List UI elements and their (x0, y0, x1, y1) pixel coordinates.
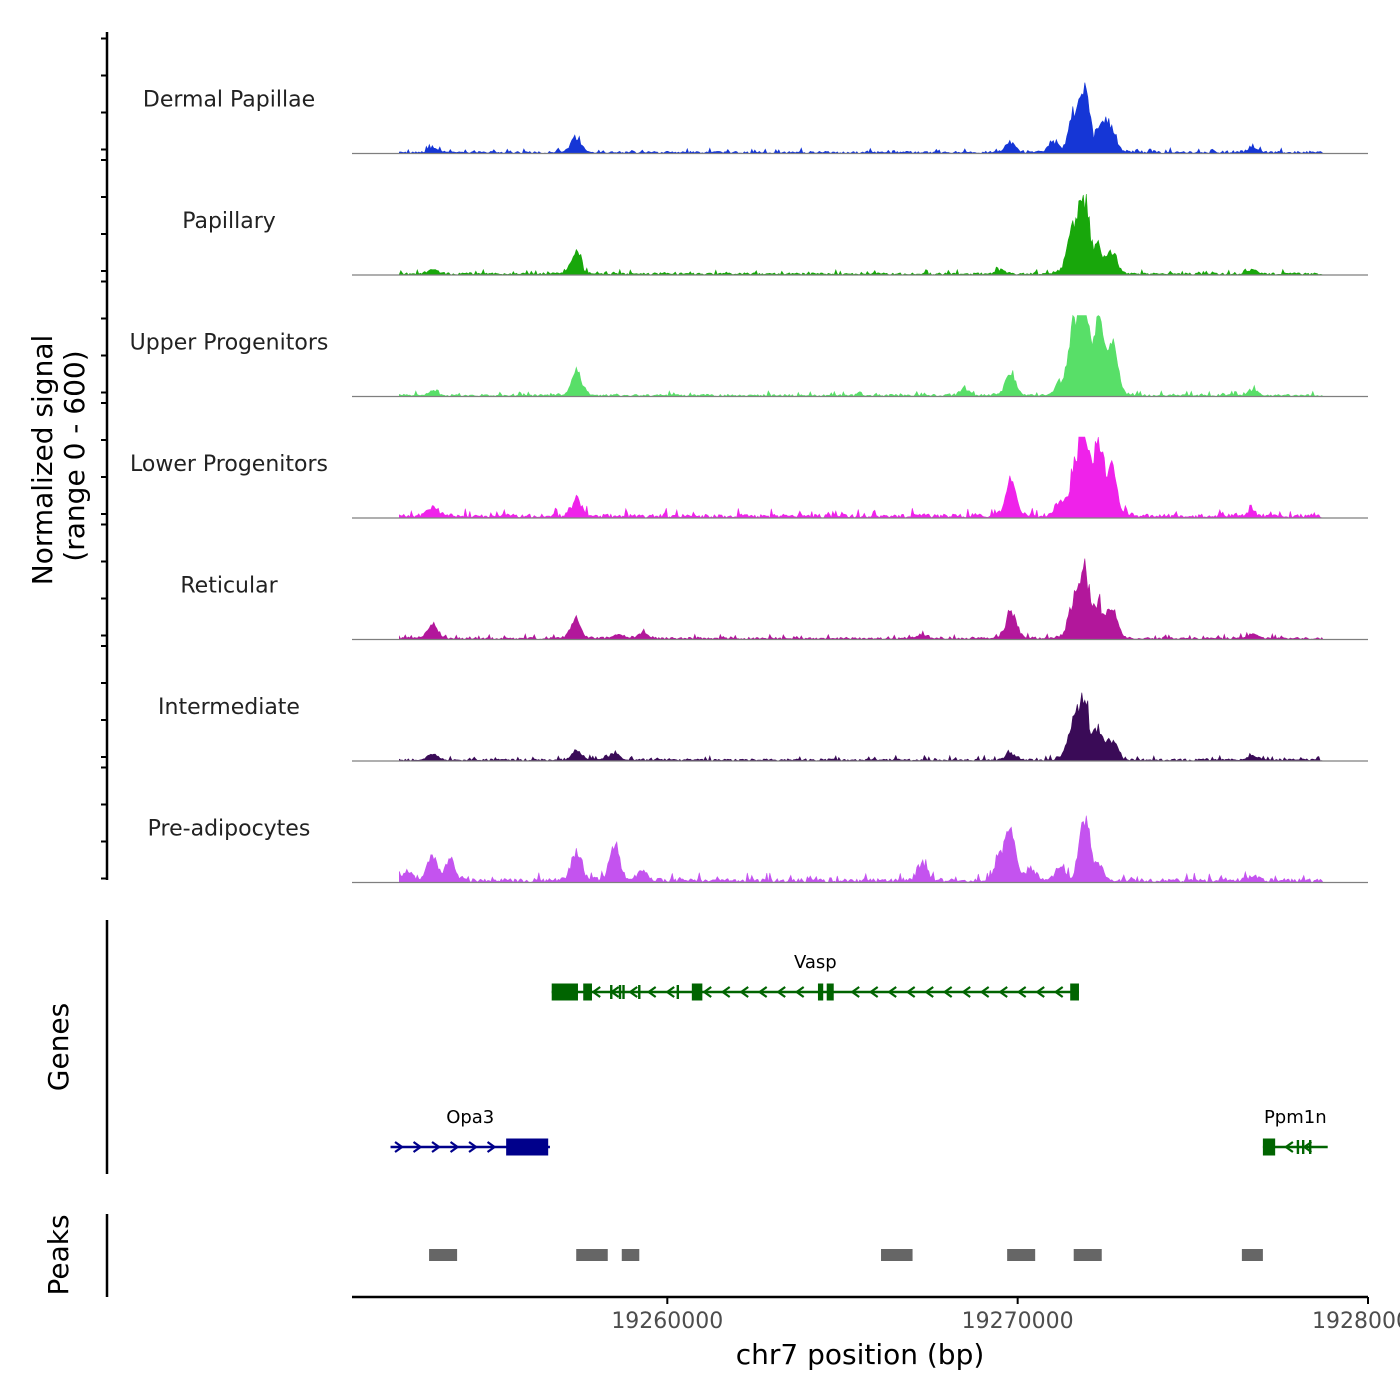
strand-arrow (1053, 986, 1064, 998)
coverage-track: Intermediate (158, 692, 1368, 762)
gene-exon-small (676, 985, 680, 999)
peak-region (1073, 1249, 1102, 1261)
strand-arrow (449, 1141, 460, 1153)
gene-exon (691, 983, 703, 1001)
peak-region (429, 1249, 458, 1261)
strand-arrow (646, 986, 657, 998)
track-label: Pre-adipocytes (148, 817, 311, 842)
strand-arrow (887, 986, 897, 998)
coverage-y-ticks (101, 37, 107, 880)
gene-exon (583, 983, 592, 1001)
track-label: Lower Progenitors (130, 452, 328, 477)
strand-arrow (720, 986, 731, 998)
coverage-area (398, 436, 1324, 519)
strand-arrow (412, 1141, 423, 1153)
gene-exon-small (1296, 1140, 1300, 1154)
gene-exon-small (638, 985, 641, 999)
strand-arrow (757, 986, 768, 998)
coverage-area (398, 314, 1324, 397)
coverage-track: Pre-adipocytes (148, 815, 1368, 884)
strand-arrow (1284, 1141, 1294, 1153)
coverage-area (398, 193, 1324, 276)
coverage-area (398, 815, 1324, 884)
gene-label: Opa3 (446, 1107, 494, 1128)
coverage-area (398, 82, 1324, 155)
y-axis-title-line2: (range 0 - 600) (58, 350, 91, 561)
gene-label: Ppm1n (1264, 1107, 1327, 1128)
coverage-area (398, 692, 1324, 762)
strand-arrow (868, 986, 879, 998)
gene-exon (817, 983, 824, 1001)
strand-arrow (665, 986, 675, 998)
x-axis-ticks: 19260000 19270000 19280000 (611, 1297, 1400, 1334)
strand-arrow (850, 986, 860, 998)
track-label: Intermediate (158, 695, 300, 720)
strand-arrow (961, 986, 971, 998)
strand-arrow (979, 986, 990, 998)
strand-arrow (739, 986, 749, 998)
coverage-area (398, 558, 1324, 641)
gene-label: Vasp (794, 952, 837, 973)
gene-exon-small (618, 985, 622, 999)
gene-model: Vasp (551, 952, 1079, 1001)
genes-track: Vasp Opa3 Ppm1n (390, 952, 1328, 1156)
peaks-track (429, 1249, 1263, 1261)
strand-arrow (1035, 986, 1045, 998)
strand-arrow (794, 986, 805, 998)
gene-exon (1070, 983, 1079, 1001)
strand-arrow (924, 986, 934, 998)
x-axis-title: chr7 position (bp) (736, 1338, 985, 1371)
coverage-track: Papillary (182, 193, 1368, 276)
strand-arrow (628, 986, 638, 998)
peak-region (621, 1249, 640, 1261)
coverage-track: Dermal Papillae (143, 82, 1368, 155)
strand-arrow (591, 986, 601, 998)
peak-region (1007, 1249, 1036, 1261)
gene-exon-small (622, 985, 625, 999)
strand-arrow (942, 986, 953, 998)
x-tick-label: 19270000 (962, 1309, 1074, 1334)
peaks-track-title: Peaks (42, 1214, 75, 1295)
gene-exon-small (1301, 1140, 1305, 1154)
strand-arrow (431, 1141, 441, 1153)
gene-exon (826, 983, 834, 1001)
peak-region (576, 1249, 608, 1261)
strand-arrow (998, 986, 1008, 998)
strand-arrow (702, 986, 712, 998)
track-label: Dermal Papillae (143, 88, 315, 113)
strand-arrow (468, 1141, 478, 1153)
genes-track-title: Genes (42, 1003, 75, 1091)
x-tick-label: 19260000 (611, 1309, 723, 1334)
gene-exon (1262, 1138, 1276, 1156)
gene-model: Ppm1n (1262, 1107, 1328, 1156)
strand-arrow (776, 986, 786, 998)
strand-arrow (905, 986, 916, 998)
gene-exon (551, 983, 578, 1001)
strand-arrow (394, 1141, 404, 1153)
track-label: Reticular (180, 574, 278, 599)
gene-exon (506, 1138, 549, 1156)
peak-region (881, 1249, 913, 1261)
track-label: Upper Progenitors (130, 331, 329, 356)
coverage-track: Reticular (180, 558, 1368, 641)
coverage-track: Upper Progenitors (130, 314, 1368, 398)
gene-model: Opa3 (390, 1107, 550, 1156)
strand-arrow (1016, 986, 1027, 998)
peak-region (1241, 1249, 1263, 1261)
gene-exon-small (610, 985, 613, 999)
x-tick-label: 19280000 (1312, 1309, 1400, 1334)
coverage-tracks: Dermal Papillae Papillary Upper Progenitor… (130, 82, 1368, 884)
strand-arrow (486, 1141, 497, 1153)
track-label: Papillary (182, 209, 276, 234)
gene-exon-small (1308, 1140, 1312, 1154)
coverage-track: Lower Progenitors (130, 436, 1368, 519)
y-axis-title-line1: Normalized signal (26, 335, 59, 586)
